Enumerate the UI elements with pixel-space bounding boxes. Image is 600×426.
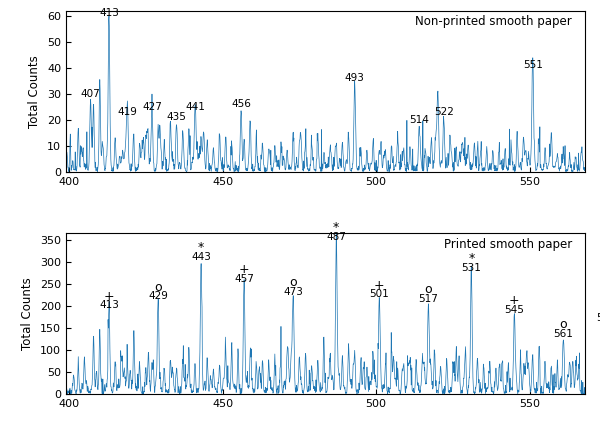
Text: Printed smooth paper: Printed smooth paper [444,238,572,251]
Y-axis label: Total Counts: Total Counts [28,55,41,127]
Text: 514: 514 [409,115,429,125]
Text: +: + [104,290,115,303]
Text: +: + [374,279,385,292]
Text: o: o [289,276,297,289]
Text: *: * [468,252,475,265]
Text: 545: 545 [505,305,524,315]
Text: 561: 561 [554,329,574,339]
Text: *: * [333,221,340,234]
Y-axis label: Total Counts: Total Counts [22,277,34,350]
Text: 501: 501 [370,289,389,299]
Text: o: o [425,283,432,296]
Text: 531: 531 [461,263,481,273]
Text: 517: 517 [418,294,439,304]
Text: *: * [198,241,204,254]
Text: 419: 419 [118,107,137,117]
Text: 575: 575 [596,314,600,323]
Text: 429: 429 [148,291,168,301]
Text: Non-printed smooth paper: Non-printed smooth paper [415,15,572,29]
Text: 457: 457 [234,274,254,284]
Text: 493: 493 [345,73,365,83]
Text: 456: 456 [231,99,251,109]
Text: +: + [509,294,520,307]
Text: 413: 413 [99,9,119,18]
Text: 443: 443 [191,252,211,262]
Text: 473: 473 [283,287,303,297]
Text: 435: 435 [167,112,187,122]
Text: o: o [560,318,568,331]
Text: 407: 407 [80,89,100,99]
Text: 427: 427 [142,102,162,112]
Text: 487: 487 [326,232,346,242]
Text: 441: 441 [185,102,205,112]
Text: o: o [154,281,162,294]
Text: 551: 551 [523,60,543,70]
Text: +: + [239,263,250,276]
Text: 522: 522 [434,107,454,117]
Text: 413: 413 [99,300,119,310]
